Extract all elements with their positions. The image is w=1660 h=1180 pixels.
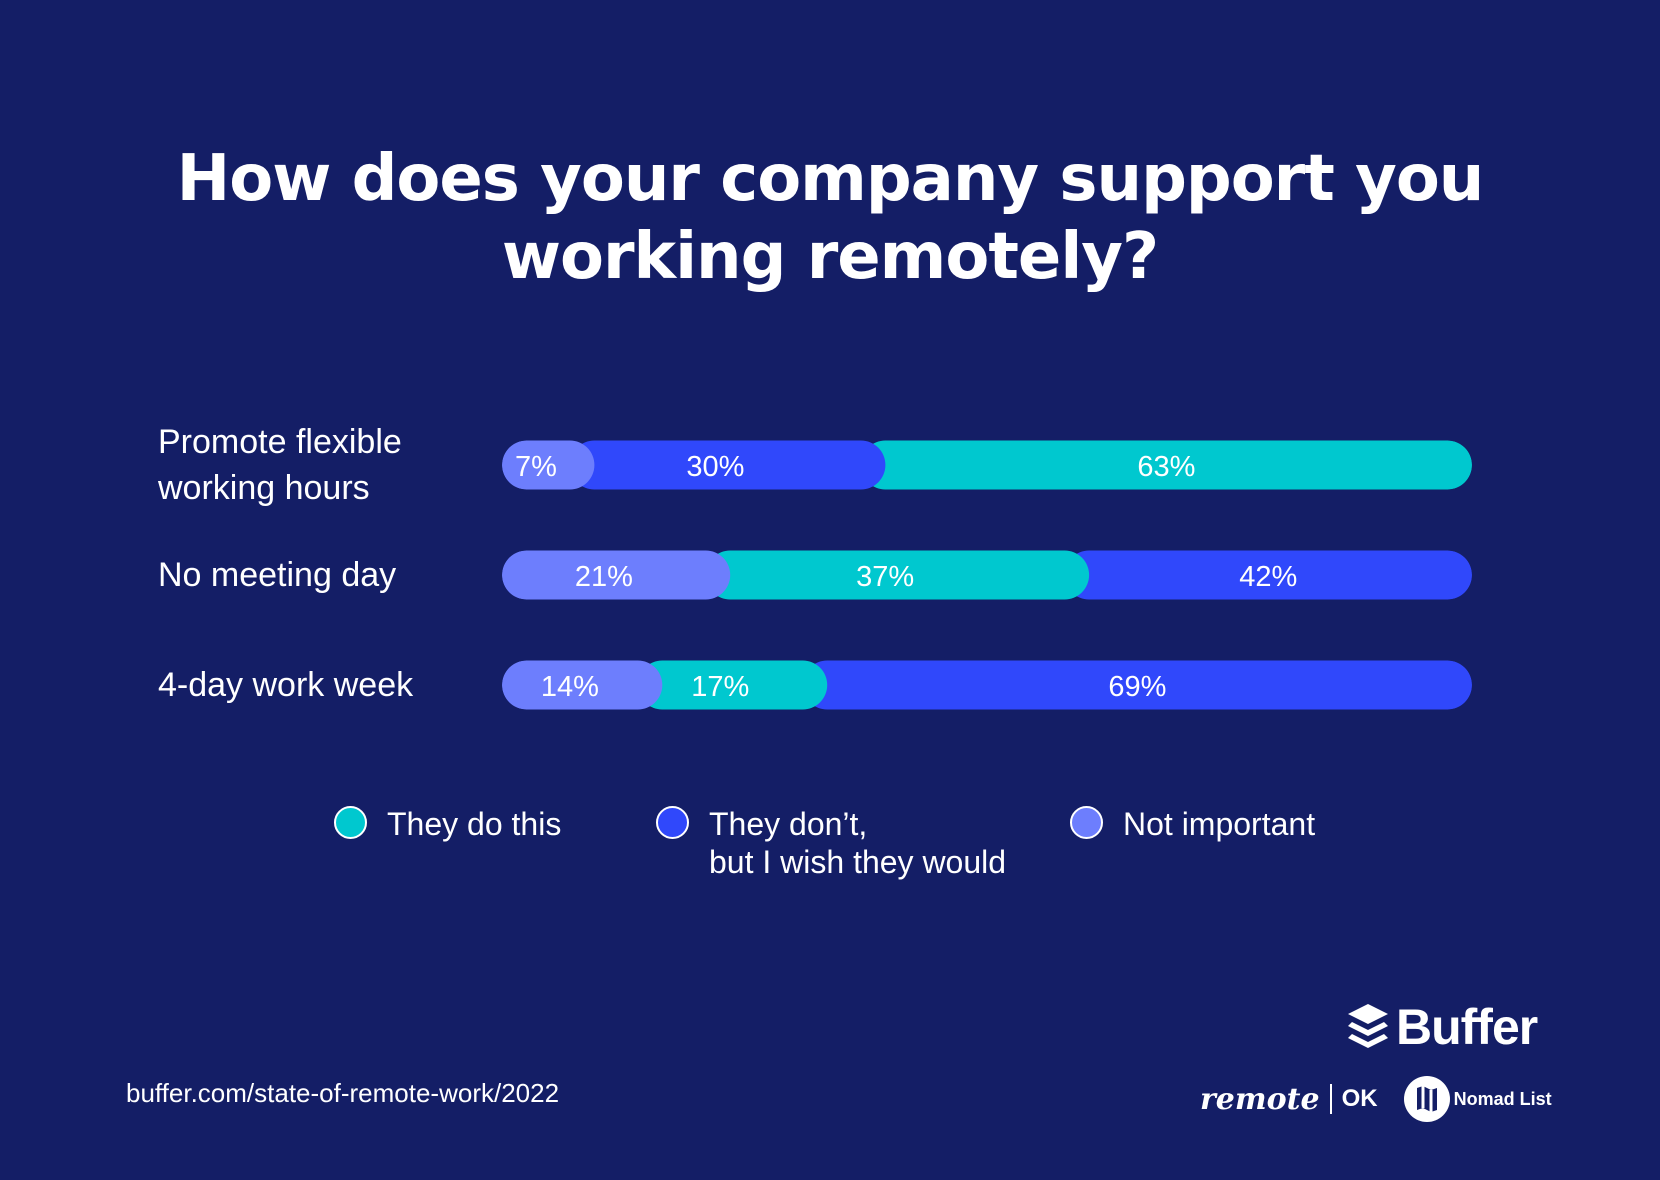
buffer-logo: Buffer: [1346, 998, 1538, 1056]
source-url: buffer.com/state-of-remote-work/2022: [126, 1078, 560, 1108]
map-badge-icon: [1403, 1076, 1450, 1122]
bar-segment-not-important: [502, 440, 595, 490]
legend-label-dont: They don’t, but I wish they would: [709, 806, 1007, 880]
data-label: 21%: [575, 561, 633, 593]
category-label: 4-day work week: [158, 666, 414, 704]
data-label: 63%: [1137, 451, 1195, 483]
bar-segment-do: [637, 660, 828, 710]
data-label: 14%: [541, 671, 599, 703]
data-label: 17%: [691, 671, 749, 703]
title-line-2: working remotely?: [501, 220, 1159, 294]
data-label: 69%: [1108, 671, 1166, 703]
legend-swatch-not-important: [1070, 806, 1103, 839]
partner-logos: remote OK Nomad List: [1200, 1076, 1552, 1122]
data-label: 7%: [515, 451, 557, 483]
bar-segment-not-important: [502, 550, 731, 600]
bar-segment-do: [860, 440, 1472, 490]
bar-row: [502, 660, 1472, 710]
legend-label-not-important: Not important: [1123, 806, 1316, 842]
title-line-1: How does your company support you: [176, 142, 1485, 216]
data-label: 42%: [1239, 561, 1297, 593]
legend-label-do: They do this: [387, 806, 562, 842]
bar-segment-dont: [802, 660, 1472, 710]
category-label: Promote flexible working hours: [157, 423, 402, 507]
legend: They do this They don’t, but I wish they…: [0, 805, 1660, 905]
data-label: 37%: [856, 561, 914, 593]
legend-swatch-do: [334, 806, 367, 839]
chart-title: How does your company support you workin…: [0, 140, 1660, 296]
buffer-wordmark: Buffer: [1396, 999, 1538, 1055]
bar-segment-dont: [569, 440, 886, 490]
legend-item-not-important: Not important: [1070, 805, 1315, 843]
bar-row: [502, 440, 1472, 490]
bar-segment-not-important: [502, 660, 663, 710]
category-label: No meeting day: [158, 556, 396, 594]
bar-row: [502, 550, 1472, 600]
bar-segment-dont: [1064, 550, 1472, 600]
data-label: 30%: [686, 451, 744, 483]
nomad-list-wordmark: Nomad List: [1453, 1088, 1552, 1109]
legend-item-dont: They don’t, but I wish they would: [656, 805, 1006, 881]
remote-ok-ok: OK: [1329, 1084, 1378, 1114]
stack-layers-icon: [1348, 1004, 1388, 1048]
remote-ok-wordmark: remote: [1200, 1081, 1320, 1117]
legend-item-do: They do this: [334, 805, 561, 843]
bar-segment-do: [705, 550, 1090, 600]
legend-swatch-dont: [656, 806, 689, 839]
